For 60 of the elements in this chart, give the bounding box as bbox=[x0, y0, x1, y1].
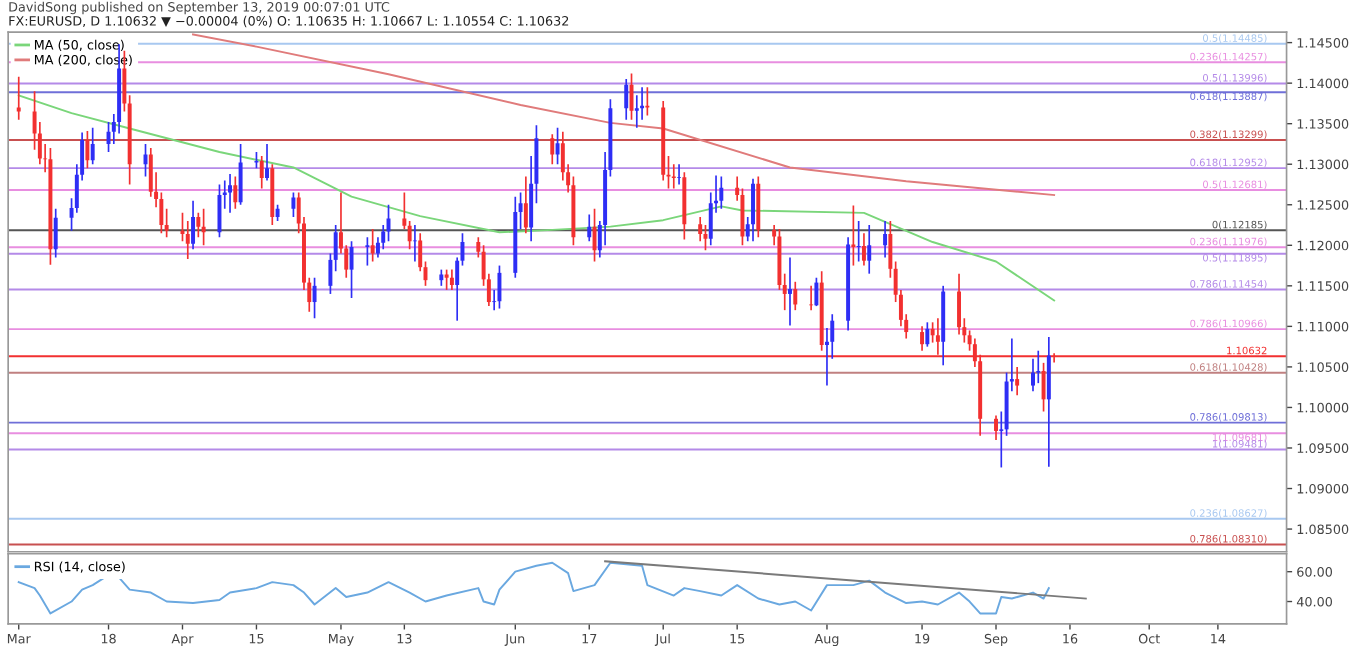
candlestick bbox=[412, 224, 417, 263]
candlestick bbox=[265, 143, 269, 182]
candlestick bbox=[1015, 366, 1020, 397]
candlestick bbox=[809, 285, 814, 311]
candlestick bbox=[1031, 357, 1035, 393]
candlestick bbox=[555, 126, 560, 166]
candlestick bbox=[312, 276, 317, 320]
candlestick bbox=[587, 213, 592, 243]
candlestick bbox=[851, 204, 856, 267]
candlestick bbox=[106, 121, 111, 153]
candlestick bbox=[550, 133, 555, 166]
candlestick bbox=[703, 224, 708, 251]
candlestick bbox=[365, 236, 370, 267]
candlestick bbox=[291, 191, 296, 218]
candlestick bbox=[994, 414, 998, 441]
candlestick bbox=[793, 280, 798, 311]
candlestick bbox=[1046, 336, 1051, 468]
candlestick bbox=[883, 220, 888, 259]
line-series bbox=[17, 561, 1050, 615]
candlestick bbox=[370, 228, 375, 263]
candlestick bbox=[624, 78, 629, 121]
candlestick bbox=[444, 268, 449, 291]
candlestick bbox=[814, 276, 819, 307]
candlestick bbox=[85, 130, 90, 170]
candlestick bbox=[449, 268, 454, 291]
candlestick bbox=[592, 207, 597, 263]
line-series bbox=[17, 94, 1056, 302]
candlestick bbox=[634, 94, 639, 129]
candlestick bbox=[867, 224, 872, 275]
candlestick bbox=[497, 264, 502, 310]
candlestick bbox=[191, 199, 196, 251]
candlestick bbox=[957, 272, 962, 336]
line-series bbox=[192, 33, 1056, 196]
candlestick bbox=[349, 240, 354, 299]
candlestick bbox=[90, 126, 95, 166]
candlestick bbox=[861, 232, 866, 267]
candlestick bbox=[751, 177, 755, 243]
candlestick bbox=[523, 175, 528, 234]
candlestick bbox=[788, 256, 792, 327]
candlestick bbox=[756, 175, 761, 239]
candlestick bbox=[856, 220, 861, 263]
candlestick bbox=[1036, 349, 1041, 384]
candlestick bbox=[185, 220, 190, 260]
candlestick bbox=[677, 163, 682, 186]
candlestick bbox=[682, 171, 687, 241]
candlestick bbox=[259, 155, 264, 190]
candlestick bbox=[16, 75, 21, 121]
candlestick bbox=[196, 212, 201, 239]
candlestick bbox=[217, 183, 222, 239]
candlestick bbox=[228, 173, 233, 214]
candlestick bbox=[201, 207, 206, 247]
candlestick bbox=[925, 321, 930, 348]
candlestick bbox=[671, 163, 676, 190]
candlestick bbox=[233, 175, 238, 210]
candlestick bbox=[53, 207, 58, 259]
candlestick bbox=[719, 175, 724, 210]
candlestick bbox=[920, 325, 925, 352]
candlestick bbox=[698, 216, 703, 243]
candlestick bbox=[1041, 362, 1046, 413]
candlestick bbox=[238, 143, 243, 206]
